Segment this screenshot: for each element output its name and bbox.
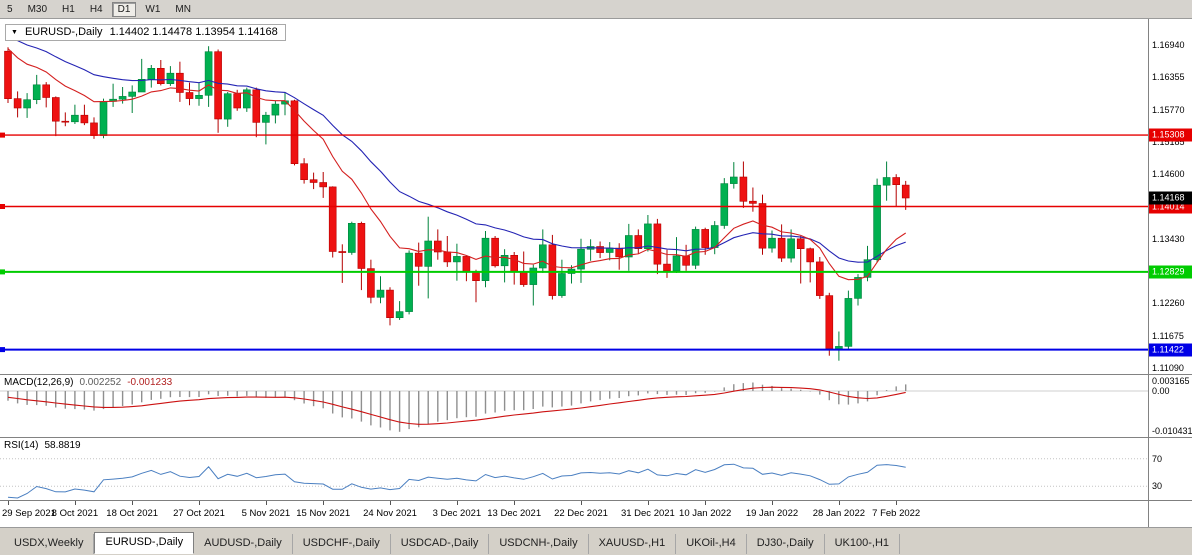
chart-tab-eurusd-daily[interactable]: EURUSD-,Daily	[94, 532, 195, 554]
date-tick	[838, 501, 840, 505]
date-label: 18 Oct 2021	[106, 508, 159, 519]
level-price-badge: 1.12829	[1149, 265, 1192, 279]
date-label: 5 Nov 2021	[241, 508, 291, 519]
macd-axis-label: 0.003165	[1152, 376, 1190, 386]
chart-tab-dj30-daily[interactable]: DJ30-,Daily	[746, 534, 825, 554]
date-tick	[323, 501, 325, 505]
chart-tab-bar: USDX,Weekly EURUSD-,Daily AUDUSD-,Daily USD…	[0, 527, 1192, 555]
macd-axis: 0.003165 0.00 -0.010431	[1148, 375, 1192, 437]
macd-axis-label: -0.010431	[1152, 426, 1192, 436]
chart-tab-xauusd-h1[interactable]: XAUUSD-,H1	[588, 534, 677, 554]
date-tick	[74, 501, 76, 505]
timeframe-button-5[interactable]: 5	[7, 3, 13, 15]
date-axis[interactable]: 29 Sep 2021 8 Oct 2021 18 Oct 2021 27 Oct 2…	[0, 500, 1192, 527]
chart-tab-usdchf-daily[interactable]: USDCHF-,Daily	[292, 534, 391, 554]
rsi-chart[interactable]	[0, 438, 1148, 500]
symbol-dropdown-icon[interactable]: ▼	[11, 28, 18, 36]
current-price-badge: 1.14168	[1149, 191, 1192, 205]
date-label: 22 Dec 2021	[554, 508, 608, 519]
price-axis-label: 1.11090	[1152, 362, 1184, 373]
date-tick	[581, 501, 582, 505]
date-tick	[514, 501, 516, 505]
timeframe-button-w1[interactable]: W1	[145, 3, 161, 15]
date-tick	[390, 501, 391, 505]
macd-svg	[0, 382, 1148, 432]
date-label: 7 Feb 2022	[872, 508, 921, 519]
date-label: 10 Jan 2022	[679, 508, 732, 519]
chart-symbol-label: EURUSD-,Daily	[24, 26, 103, 38]
timeframe-button-h4[interactable]: H4	[89, 3, 103, 15]
price-axis-label: 1.16355	[1152, 72, 1185, 83]
date-label: 13 Dec 2021	[487, 508, 542, 519]
date-tick	[265, 501, 267, 505]
macd-panel: 0.003165 0.00 -0.010431 MACD(12,26,9) 0.00…	[0, 374, 1192, 437]
date-label: 27 Oct 2021	[173, 508, 225, 519]
date-label: 31 Dec 2021	[620, 508, 675, 519]
timeframe-button-mn[interactable]: MN	[175, 3, 191, 15]
rsi-svg	[0, 458, 1148, 499]
date-tick	[772, 501, 773, 505]
candlestick-chart[interactable]	[0, 19, 1148, 374]
price-axis-label: 1.13430	[1152, 233, 1185, 244]
chart-tab-uk100-h1[interactable]: UK100-,H1	[824, 534, 901, 554]
chart-tab-audusd-daily[interactable]: AUDUSD-,Daily	[194, 534, 293, 554]
macd-indicator-name: MACD(12,26,9)	[4, 377, 74, 388]
chart-tab-ukoil-h4[interactable]: UKOil-,H4	[676, 534, 747, 554]
rsi-panel: 70 30 RSI(14) 58.8819	[0, 437, 1192, 500]
date-label: 19 Jan 2022	[745, 508, 799, 519]
level-price-badge: 1.15308	[1149, 128, 1192, 142]
level-price-badge: 1.11422	[1149, 343, 1192, 357]
rsi-indicator-name: RSI(14)	[4, 440, 39, 451]
macd-label: MACD(12,26,9) 0.002252 -0.001233	[4, 377, 172, 388]
rsi-axis: 70 30	[1148, 438, 1192, 500]
rsi-value: 58.8819	[44, 440, 81, 451]
price-axis-label: 1.16940	[1152, 40, 1185, 51]
timeframe-button-h1[interactable]: H1	[62, 3, 75, 15]
date-label: 3 Dec 2021	[432, 508, 482, 519]
price-axis-label: 1.14600	[1152, 169, 1185, 180]
date-label: 24 Nov 2021	[363, 508, 417, 519]
timeframe-toolbar: 5 M30 H1 H4 D1 W1 MN	[0, 0, 1192, 19]
rsi-label: RSI(14) 58.8819	[4, 440, 81, 451]
date-label: 8 Oct 2021	[51, 508, 99, 519]
macd-axis-label: 0.00	[1152, 386, 1170, 396]
date-label: 29 Sep 2021	[2, 508, 56, 519]
date-tick	[896, 501, 898, 505]
price-axis: 1.169401.163551.157701.151851.146001.140…	[1148, 19, 1192, 374]
date-label: 15 Nov 2021	[296, 508, 351, 519]
main-chart-svg	[0, 34, 1148, 361]
chart-tab-usdcad-daily[interactable]: USDCAD-,Daily	[390, 534, 490, 554]
chart-tab-usdcnh-daily[interactable]: USDCNH-,Daily	[489, 534, 589, 554]
timeframe-button-m30[interactable]: M30	[27, 3, 48, 15]
chart-tab-usdx-weekly[interactable]: USDX,Weekly	[4, 534, 95, 554]
chart-title-box: ▼ EURUSD-,Daily 1.14402 1.14478 1.13954 …	[5, 24, 286, 41]
rsi-axis-label: 70	[1152, 453, 1163, 464]
date-tick	[456, 501, 458, 505]
macd-signal-value: -0.001233	[127, 377, 173, 388]
chart-ohlc-values: 1.14402 1.14478 1.13954 1.14168	[109, 26, 278, 38]
price-axis-label: 1.12260	[1152, 298, 1185, 309]
price-axis-label: 1.11675	[1152, 330, 1184, 341]
date-tick	[199, 501, 200, 505]
date-tick	[8, 501, 9, 505]
main-chart-panel: 1.169401.163551.157701.151851.146001.140…	[0, 19, 1192, 374]
date-tick	[705, 501, 707, 505]
timeframe-button-d1[interactable]: D1	[111, 1, 137, 17]
date-tick	[647, 501, 649, 505]
date-tick	[132, 501, 134, 505]
rsi-axis-label: 30	[1152, 481, 1163, 492]
macd-chart[interactable]	[0, 375, 1148, 437]
macd-main-value: 0.002252	[79, 377, 122, 388]
price-axis-label: 1.15770	[1152, 104, 1185, 115]
price-axis-label: 1.15185	[1152, 136, 1185, 147]
date-label: 28 Jan 2022	[812, 508, 866, 519]
